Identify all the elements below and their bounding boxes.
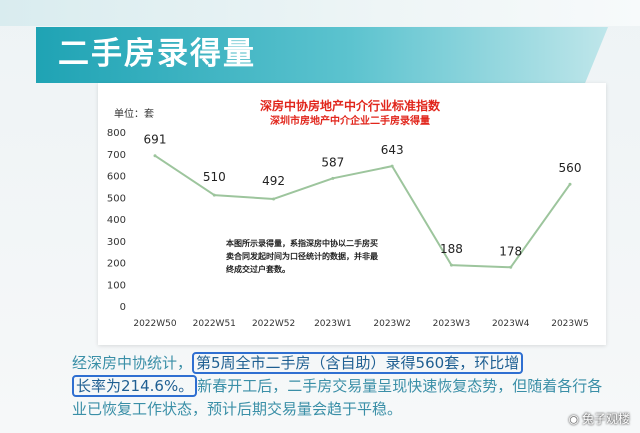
paragraph-intro: 经深房中协统计， bbox=[72, 354, 193, 372]
watermark: ◉ 兔子观楼 bbox=[569, 410, 631, 427]
data-point bbox=[390, 164, 394, 168]
y-tick-label: 400 bbox=[107, 215, 126, 226]
data-label: 510 bbox=[203, 170, 226, 184]
data-point bbox=[509, 265, 513, 269]
summary-paragraph: 经深房中协统计， 第5周全市二手房（含自助）录得560套，环比增 长率为214.6%… bbox=[72, 352, 617, 421]
data-label: 587 bbox=[321, 155, 344, 169]
top-strip bbox=[0, 0, 640, 26]
data-point bbox=[153, 154, 157, 158]
chart-note: 本图所示录得量，系指深房中协以二手房买卖合同发起时间为口径统计的数据，并非最终成… bbox=[226, 239, 378, 274]
data-point bbox=[331, 176, 335, 180]
data-label: 178 bbox=[499, 244, 522, 258]
x-tick-label: 2023W4 bbox=[492, 319, 530, 329]
y-tick-label: 300 bbox=[107, 237, 126, 248]
y-tick-label: 0 bbox=[120, 302, 126, 313]
x-tick-label: 2023W2 bbox=[373, 319, 411, 329]
unit-label: 单位：套 bbox=[114, 109, 154, 120]
x-tick-label: 2023W5 bbox=[551, 319, 589, 329]
data-label: 560 bbox=[559, 161, 582, 175]
data-label: 188 bbox=[440, 242, 463, 256]
y-tick-label: 700 bbox=[107, 150, 126, 161]
chart-title: 深房中协房地产中介行业标准指数 bbox=[259, 99, 440, 113]
x-tick-label: 2023W1 bbox=[314, 319, 352, 329]
watermark-logo-icon: ◉ bbox=[568, 412, 579, 426]
x-tick-label: 2022W50 bbox=[133, 319, 177, 329]
data-label: 691 bbox=[144, 133, 167, 147]
page-heading: 二手房录得量 bbox=[58, 36, 256, 72]
x-tick-label: 2023W3 bbox=[433, 319, 471, 329]
x-tick-label: 2022W52 bbox=[252, 319, 295, 329]
y-tick-label: 600 bbox=[107, 172, 126, 183]
heading-bar bbox=[36, 27, 608, 83]
y-tick-label: 800 bbox=[107, 128, 126, 139]
paragraph-rest: 新春开工后，二手房交易量呈现快速恢复态势，但随着各行各业已恢复工作状态，预计后期… bbox=[72, 377, 603, 418]
data-label: 643 bbox=[381, 143, 404, 157]
y-tick-label: 100 bbox=[107, 280, 126, 291]
data-point bbox=[212, 193, 216, 197]
data-point bbox=[568, 182, 572, 186]
data-point bbox=[449, 263, 453, 267]
series-line bbox=[154, 154, 571, 269]
y-tick-label: 500 bbox=[107, 193, 126, 204]
chart-subtitle: 深圳市房地产中介企业二手房录得量 bbox=[270, 116, 430, 127]
highlight-box-2: 长率为214.6%。 bbox=[72, 375, 198, 397]
chart-card bbox=[98, 83, 606, 345]
data-label: 492 bbox=[262, 174, 285, 188]
watermark-text: 兔子观楼 bbox=[581, 412, 630, 426]
highlight-box-1: 第5周全市二手房（含自助）录得560套，环比增 bbox=[192, 352, 524, 374]
x-tick-label: 2022W51 bbox=[193, 319, 236, 329]
data-point bbox=[272, 197, 276, 201]
y-tick-label: 200 bbox=[107, 259, 126, 270]
